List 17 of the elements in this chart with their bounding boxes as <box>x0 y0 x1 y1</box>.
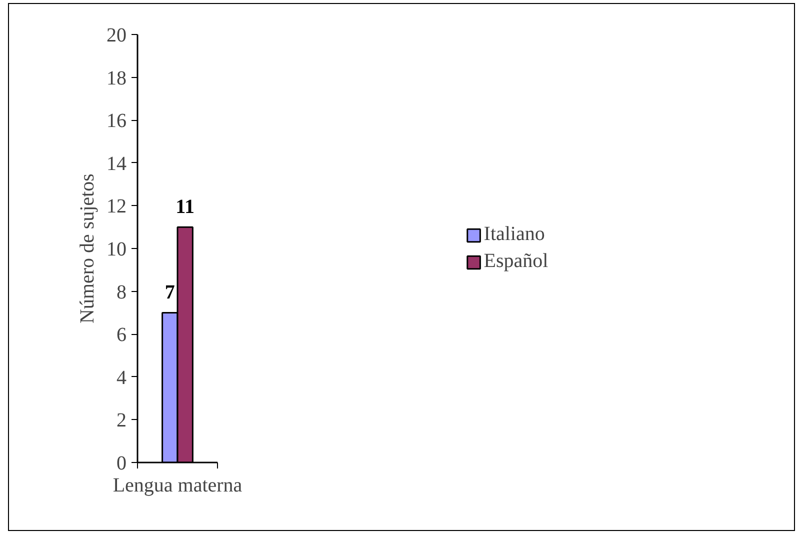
y-tick-label: 8 <box>116 281 126 304</box>
y-tick-label: 10 <box>106 238 126 260</box>
y-tick-label: 12 <box>106 196 126 218</box>
legend-label: Español <box>484 250 548 273</box>
y-tick-label: 2 <box>116 410 126 432</box>
y-tick-label: 18 <box>106 67 126 90</box>
y-tick-label: 20 <box>106 24 126 46</box>
data-label: 11 <box>176 196 195 218</box>
y-tick-label: 0 <box>116 452 126 474</box>
y-axis-title: Número de sujetos <box>76 173 98 324</box>
y-tick-label: 4 <box>116 366 126 389</box>
y-tick-label: 6 <box>116 324 126 346</box>
y-tick-label: 14 <box>106 152 126 175</box>
legend-label: Italiano <box>484 223 545 246</box>
y-tick-label: 16 <box>106 110 126 132</box>
data-label: 7 <box>164 282 175 304</box>
x-axis-title: Lengua materna <box>112 474 242 496</box>
